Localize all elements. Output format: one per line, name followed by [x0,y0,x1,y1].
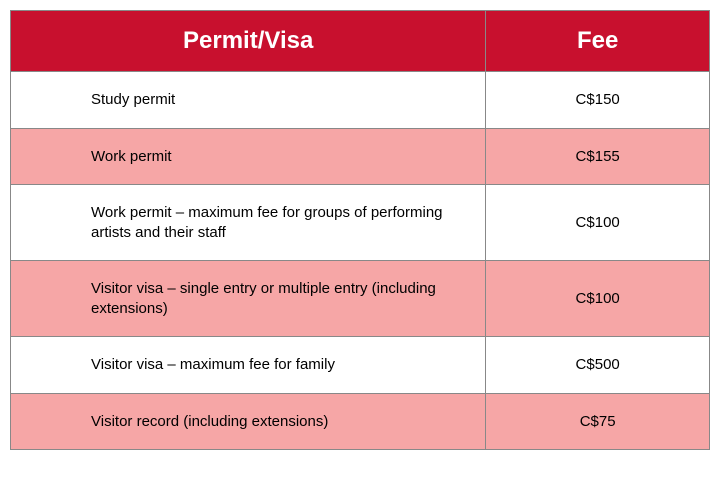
permit-cell: Work permit [11,128,486,185]
permit-cell: Visitor visa – single entry or multiple … [11,261,486,337]
permit-fee-table: Permit/Visa Fee Study permit C$150 Work … [10,10,710,450]
table-header-row: Permit/Visa Fee [11,11,710,72]
table-row: Visitor visa – maximum fee for family C$… [11,337,710,394]
fee-cell: C$155 [486,128,710,185]
header-permit: Permit/Visa [11,11,486,72]
fee-cell: C$150 [486,72,710,129]
table-row: Study permit C$150 [11,72,710,129]
permit-cell: Work permit – maximum fee for groups of … [11,185,486,261]
permit-cell: Study permit [11,72,486,129]
permit-cell: Visitor record (including extensions) [11,393,486,450]
table-row: Work permit – maximum fee for groups of … [11,185,710,261]
header-fee: Fee [486,11,710,72]
fee-cell: C$100 [486,261,710,337]
fee-cell: C$75 [486,393,710,450]
table-row: Visitor record (including extensions) C$… [11,393,710,450]
table-row: Work permit C$155 [11,128,710,185]
fee-cell: C$500 [486,337,710,394]
fee-cell: C$100 [486,185,710,261]
table-row: Visitor visa – single entry or multiple … [11,261,710,337]
permit-cell: Visitor visa – maximum fee for family [11,337,486,394]
